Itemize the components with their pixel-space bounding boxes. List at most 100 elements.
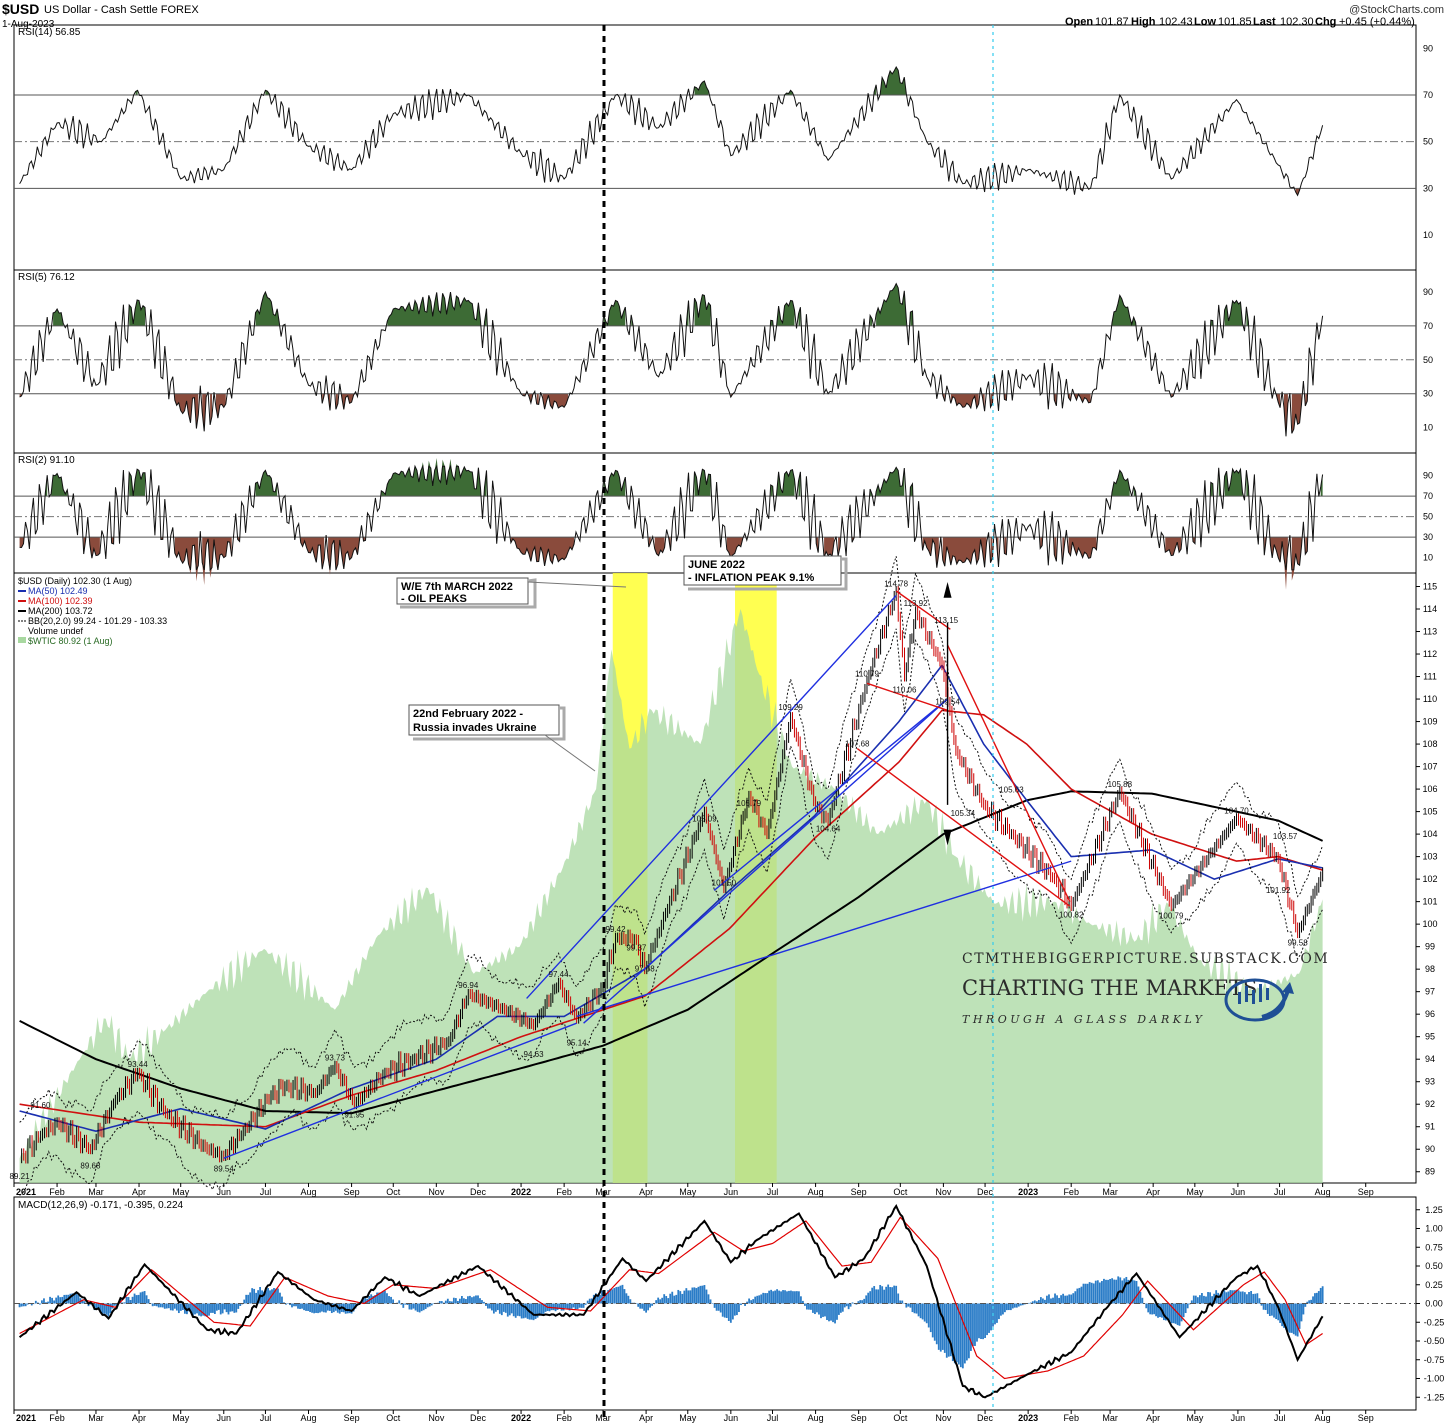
x-tick-label: Apr: [132, 1413, 146, 1423]
macd-hist-bar: [1111, 1278, 1114, 1304]
macd-hist-bar: [1013, 1303, 1016, 1308]
rsi14-oversold-fill: [976, 188, 1300, 196]
price-label: 89.54: [214, 1165, 235, 1174]
macd-hist-bar: [871, 1287, 874, 1304]
macd-hist-bar: [99, 1303, 102, 1312]
macd-hist-bar: [731, 1303, 734, 1320]
macd-hist-bar: [826, 1303, 828, 1321]
price-tick-label: 109: [1422, 717, 1437, 727]
macd-hist-bar: [479, 1298, 481, 1304]
macd-hist-bar: [635, 1303, 638, 1304]
macd-hist-bar: [239, 1303, 242, 1306]
macd-hist-bar: [500, 1303, 503, 1316]
macd-hist-bar: [709, 1299, 712, 1304]
legend-usd: $USD (Daily) 102.30 (1 Aug): [18, 576, 132, 586]
macd-hist-bar: [163, 1303, 166, 1309]
open-label: Open: [1065, 16, 1093, 28]
macd-hist-bar: [711, 1303, 714, 1304]
rsi2-tick-10: 10: [1423, 553, 1433, 563]
rsi2-series: 90 70 50 30 10: [14, 458, 1433, 590]
price-labels: 89.21 91.60 89.68 93.44 89.54 93.73 91.95 96.94…: [10, 579, 1309, 1181]
macd-hist-bar: [221, 1303, 224, 1314]
macd-hist-bar: [390, 1296, 392, 1304]
x-tick-label: Dec: [977, 1187, 994, 1197]
macd-hist-bar: [376, 1292, 378, 1304]
branding: CTMTHEBIGGERPICTURE.SUBSTACK.COM CHARTIN…: [962, 951, 1329, 1026]
macd-hist-bar: [619, 1285, 622, 1304]
rsi2-tick-70: 70: [1423, 491, 1433, 501]
macd-hist-bar: [1092, 1283, 1095, 1304]
macd-hist-bar: [190, 1303, 192, 1313]
macd-hist-bar: [1129, 1280, 1132, 1304]
macd-hist-bar: [430, 1303, 433, 1306]
macd-hist-bar: [770, 1289, 773, 1304]
macd-hist-bar: [153, 1303, 156, 1306]
macd-hist-bar: [1283, 1303, 1285, 1328]
macd-hist-bar: [77, 1294, 80, 1304]
macd-hist-bar: [471, 1297, 473, 1304]
macd-hist-bar: [444, 1300, 447, 1304]
macd-hist-bar: [319, 1303, 321, 1313]
macd-hist-bar: [275, 1288, 277, 1304]
macd-tick-label: -0.25: [1424, 1317, 1445, 1327]
macd-hist-bar: [69, 1293, 72, 1304]
macd-hist-bar: [657, 1297, 660, 1304]
x-tick-label: May: [679, 1187, 697, 1197]
macd-hist-bar: [877, 1289, 880, 1304]
macd-hist-bar: [1107, 1279, 1109, 1304]
macd-hist-bar: [677, 1289, 680, 1304]
high-label: High: [1131, 16, 1156, 28]
macd-hist-bar: [881, 1286, 884, 1304]
macd-tick-label: 1.25: [1425, 1205, 1443, 1215]
macd-hist-bar: [907, 1303, 910, 1307]
macd-hist-bar: [637, 1303, 640, 1307]
quote-line: Open 101.87 High 102.43 Low 101.85 Last …: [1065, 16, 1415, 28]
macd-hist-bar: [921, 1303, 924, 1320]
x-tick-label: Oct: [386, 1413, 401, 1423]
macd-hist-bar: [1186, 1303, 1189, 1309]
macd-hist-bar: [1052, 1297, 1054, 1304]
macd-hist-bar: [540, 1303, 543, 1315]
macd-hist-bar: [953, 1303, 956, 1364]
macd-hist-bar: [1068, 1294, 1071, 1304]
ukraine-line1: 22nd February 2022 -: [413, 708, 523, 720]
macd-hist-bar: [125, 1296, 128, 1304]
macd-hist-bar: [800, 1296, 802, 1304]
x-tick-label: Mar: [1102, 1413, 1118, 1423]
macd-hist-bar: [867, 1292, 870, 1304]
macd-hist-bar: [1009, 1303, 1012, 1311]
macd-hist-bar: [721, 1303, 724, 1317]
oil-peak-callout: W/E 7th MARCH 2022 - OIL PEAKS: [396, 577, 627, 609]
macd-hist-bar: [566, 1303, 569, 1309]
macd-hist-bar: [113, 1303, 116, 1306]
macd-hist-bar: [1105, 1279, 1107, 1304]
macd-hist-bar: [578, 1303, 581, 1308]
macd-hist-bar: [22, 1303, 25, 1307]
macd-hist-bar: [461, 1296, 463, 1304]
macd-hist-bar: [1125, 1276, 1128, 1304]
macd-hist-bar: [976, 1303, 978, 1342]
bb-lower-line: [19, 628, 1324, 1196]
macd-hist-bar: [323, 1303, 325, 1313]
macd-hist-bar: [326, 1303, 329, 1311]
branding-url: CTMTHEBIGGERPICTURE.SUBSTACK.COM: [962, 951, 1329, 967]
macd-hist-bar: [843, 1303, 846, 1308]
macd-hist-bar: [627, 1295, 630, 1304]
x-tick-label: Sep: [1358, 1187, 1374, 1197]
price-label: 93.44: [128, 1060, 149, 1069]
trendline-red-top: [895, 590, 951, 630]
macd-hist-bar: [18, 1303, 21, 1308]
macd-hist-bar: [414, 1303, 417, 1311]
macd-hist-bar: [663, 1294, 666, 1304]
rsi5-overbought-fill: [47, 283, 1323, 326]
macd-hist-bar: [903, 1303, 906, 1304]
macd-hist-bar: [810, 1303, 812, 1310]
macd-hist-bar: [733, 1303, 736, 1316]
macd-hist-bar: [1264, 1303, 1267, 1311]
macd-hist-bar: [836, 1303, 838, 1320]
branding-title: CHARTING THE MARKETS: [962, 976, 1257, 1000]
macd-hist-bar: [508, 1303, 511, 1316]
macd-hist-bar: [55, 1297, 58, 1304]
macd-hist-bar: [968, 1303, 970, 1359]
x-tick-label: Nov: [935, 1413, 952, 1423]
